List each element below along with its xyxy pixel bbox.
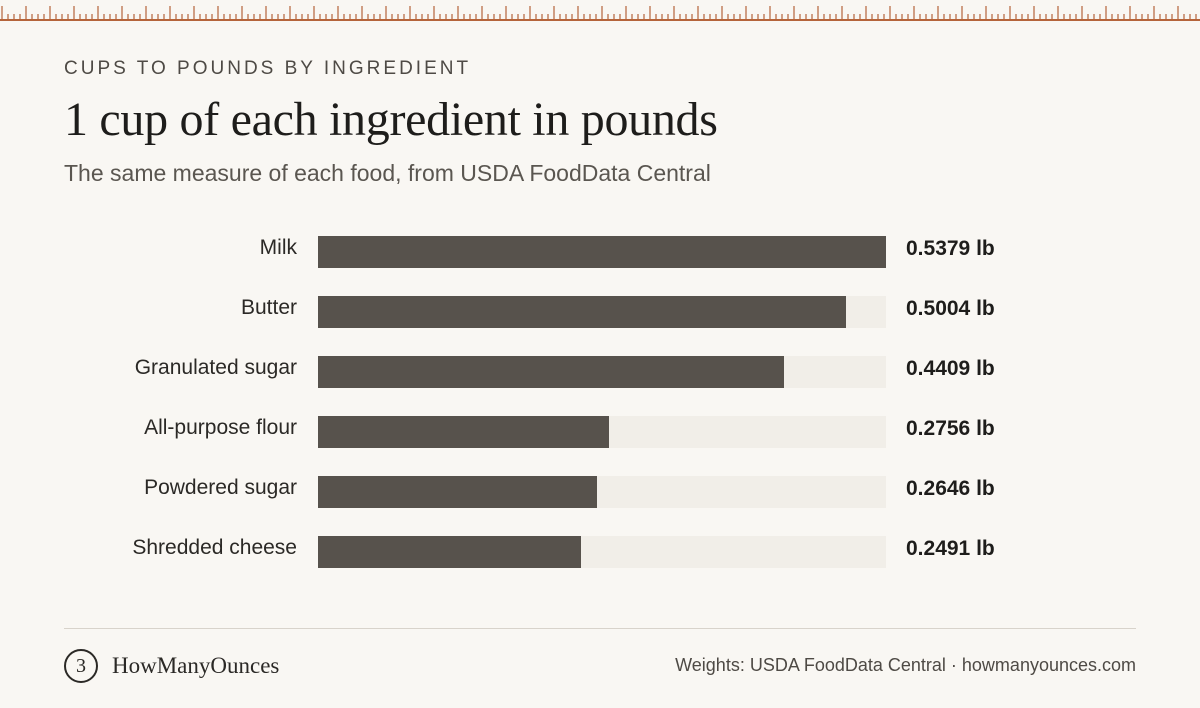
- bar-row: Shredded cheese 0.2491 lb: [0, 522, 1200, 582]
- bar-row: All-purpose flour 0.2756 lb: [0, 402, 1200, 462]
- bar-chart: Milk 0.5379 lb Butter 0.5004 lb Granulated s…: [0, 222, 1200, 582]
- category-label: Powdered sugar: [144, 476, 297, 499]
- value-label: 0.5379 lb: [906, 237, 995, 260]
- bar-track: [318, 236, 886, 268]
- bar-track: [318, 416, 886, 448]
- brand-name: HowManyOunces: [112, 653, 280, 678]
- category-label: All-purpose flour: [144, 416, 297, 439]
- chart-title: 1 cup of each ingredient in pounds: [64, 93, 718, 146]
- value-label: 0.2756 lb: [906, 417, 995, 440]
- bar: [318, 356, 784, 388]
- value-label: 0.2491 lb: [906, 537, 995, 560]
- value-label: 0.4409 lb: [906, 357, 995, 380]
- bar-row: Granulated sugar 0.4409 lb: [0, 342, 1200, 402]
- category-label: Shredded cheese: [132, 536, 297, 559]
- category-label: Granulated sugar: [134, 356, 297, 379]
- bar: [318, 536, 581, 568]
- footer-divider: [64, 628, 1136, 629]
- value-label: 0.5004 lb: [906, 297, 995, 320]
- bar-row: Milk 0.5379 lb: [0, 222, 1200, 282]
- category-label: Butter: [240, 296, 297, 319]
- chart-subtitle: The same measure of each food, from USDA…: [64, 160, 711, 186]
- bar: [318, 236, 886, 268]
- bar: [318, 476, 597, 508]
- bar-row: Butter 0.5004 lb: [0, 282, 1200, 342]
- bar-track: [318, 536, 886, 568]
- ruler-border: [0, 6, 1200, 21]
- logo-icon: 3: [64, 649, 98, 683]
- brand-lockup[interactable]: 3 HowManyOunces: [64, 648, 279, 684]
- bar-track: [318, 296, 886, 328]
- eyebrow-label: CUPS TO POUNDS BY INGREDIENT: [64, 58, 472, 79]
- bar-track: [318, 476, 886, 508]
- value-label: 0.2646 lb: [906, 477, 995, 500]
- source-credit: Weights: USDA FoodData Central · howmany…: [675, 655, 1136, 675]
- bar-row: Powdered sugar 0.2646 lb: [0, 462, 1200, 522]
- category-label: Milk: [259, 236, 297, 259]
- bar: [318, 416, 609, 448]
- bar: [318, 296, 846, 328]
- bar-track: [318, 356, 886, 388]
